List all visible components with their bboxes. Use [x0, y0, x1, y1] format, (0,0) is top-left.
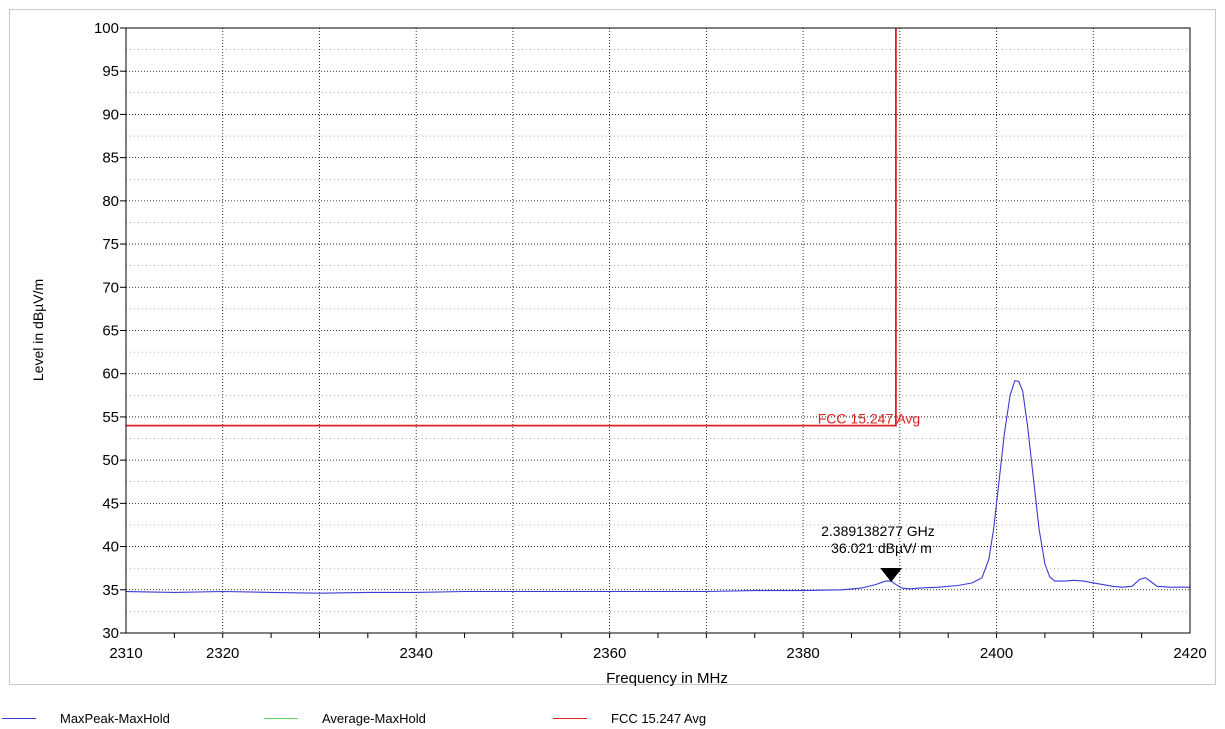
x-axis-label: Frequency in MHz	[606, 670, 728, 687]
y-tick-label: 95	[102, 63, 119, 80]
legend-item-fcc-limit: FCC 15.247 Avg	[553, 708, 706, 728]
y-axis-label: Level in dBµV/m	[30, 279, 46, 381]
series-layer	[125, 28, 1190, 594]
y-tick-label: 50	[102, 452, 119, 469]
y-tick-label: 100	[94, 20, 119, 37]
x-tick-label: 2420	[1173, 645, 1206, 662]
x-tick-label: 2400	[980, 645, 1013, 662]
y-tick-label: 70	[102, 279, 119, 296]
legend-swatch-maxpeak	[2, 717, 36, 719]
x-tick-label: 2380	[786, 645, 819, 662]
marker-frequency-label: 2.389138277 GHz	[821, 523, 935, 539]
y-tick-label: 40	[102, 539, 119, 556]
legend-item-average: Average-MaxHold	[264, 708, 426, 728]
y-tick-label: 35	[102, 582, 119, 599]
marker-level-label: 36.021 dBµV/ m	[831, 540, 932, 556]
limit-line-fcc	[126, 28, 897, 427]
legend-item-maxpeak: MaxPeak-MaxHold	[2, 708, 170, 728]
series-line-maxpeak	[125, 379, 1190, 594]
y-tick-label: 30	[102, 625, 119, 642]
y-tick-label: 60	[102, 366, 119, 383]
y-tick-label: 75	[102, 236, 119, 253]
y-tick-label: 55	[102, 409, 119, 426]
legend-swatch-average	[264, 717, 298, 719]
y-tick-label: 45	[102, 495, 119, 512]
legend-label-maxpeak: MaxPeak-MaxHold	[60, 710, 170, 726]
x-tick-label: 2360	[593, 645, 626, 662]
legend-label-average: Average-MaxHold	[322, 710, 426, 726]
axis-layer: 30 35 40 45 50 55 60 65 70 75 80 85 90 95 100 2310 2320 2…	[94, 20, 1207, 662]
marker-triangle	[880, 567, 903, 582]
x-tick-label: 2340	[399, 645, 432, 662]
chart-frame	[9, 9, 1216, 685]
y-tick-label: 80	[102, 193, 119, 210]
y-tick-label: 90	[102, 106, 119, 123]
grid	[126, 28, 1190, 633]
y-tick-label: 65	[102, 323, 119, 340]
limit-label: FCC 15.247 Avg	[818, 411, 920, 427]
x-tick-label: 2310	[109, 645, 142, 662]
legend-swatch-fcc-limit	[553, 717, 587, 719]
y-tick-label: 85	[102, 150, 119, 167]
x-tick-label: 2320	[206, 645, 239, 662]
legend-label-fcc-limit: FCC 15.247 Avg	[611, 710, 707, 726]
